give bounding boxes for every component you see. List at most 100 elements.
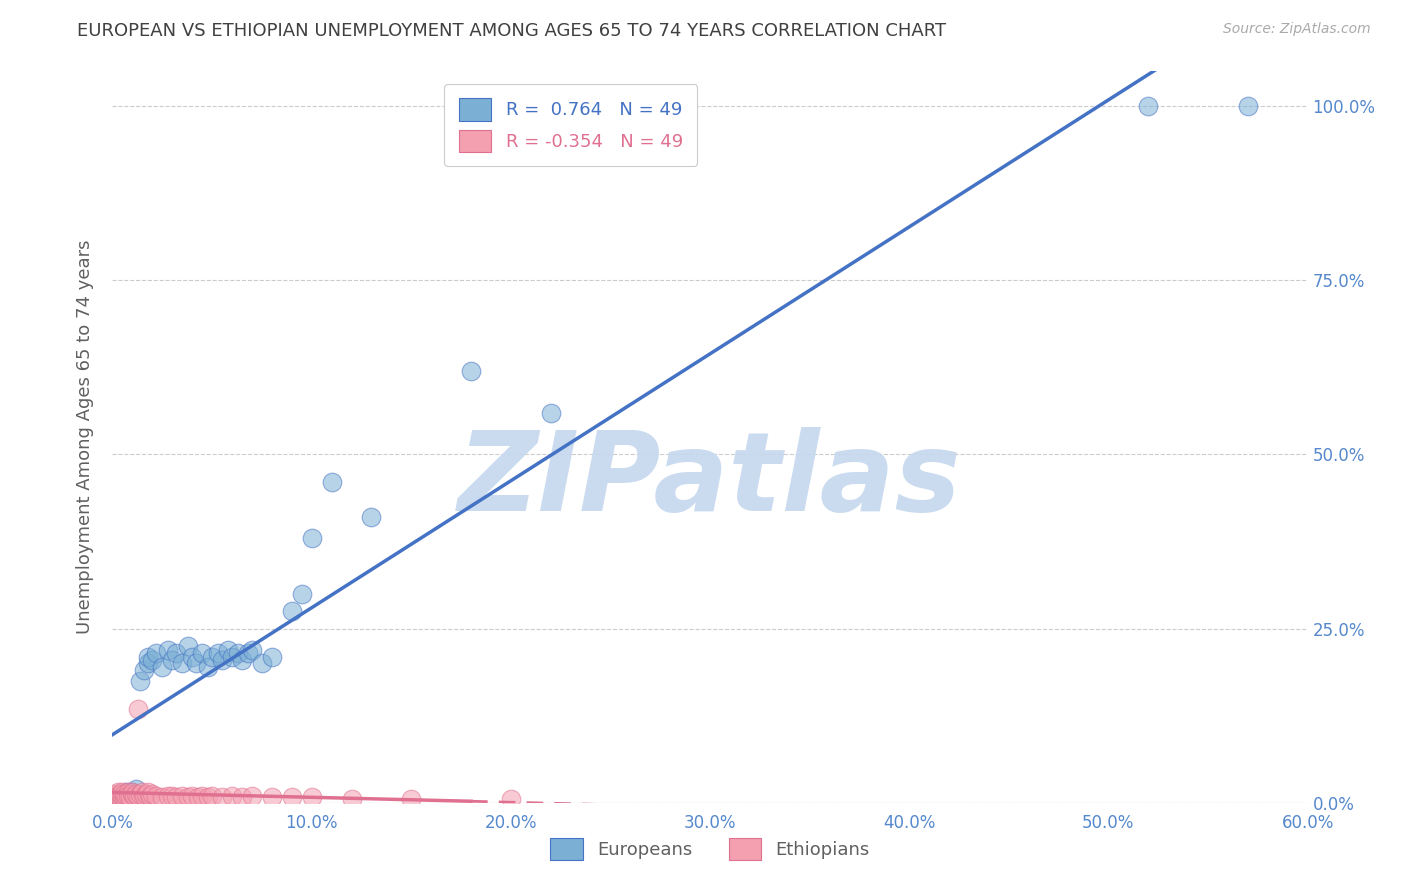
Point [197, 790, 219, 805]
Point [134, 664, 156, 678]
Point [177, 790, 200, 805]
Point [141, 788, 163, 802]
Text: ZIPatlas: ZIPatlas [458, 427, 962, 534]
Point [145, 789, 167, 803]
Point [114, 792, 135, 806]
Point [211, 790, 233, 805]
Point [301, 531, 323, 545]
Point [221, 789, 243, 803]
Point [129, 788, 152, 802]
Point [120, 788, 142, 802]
Point [150, 660, 173, 674]
Point [134, 789, 156, 803]
Point [499, 792, 522, 806]
Point [301, 790, 323, 805]
Point [114, 790, 135, 805]
Point [157, 789, 180, 803]
Point [221, 649, 243, 664]
Point [162, 789, 183, 803]
Point [111, 789, 134, 803]
Point [139, 789, 162, 803]
Point [115, 789, 138, 803]
Point [211, 653, 233, 667]
Point [460, 364, 482, 378]
Point [145, 646, 167, 660]
Point [201, 789, 224, 803]
Point [107, 789, 129, 803]
Y-axis label: Unemployment Among Ages 65 to 74 years: Unemployment Among Ages 65 to 74 years [76, 240, 94, 634]
Point [207, 646, 229, 660]
Point [114, 788, 135, 802]
Point [111, 790, 134, 805]
Point [187, 790, 209, 805]
Point [150, 790, 173, 805]
Point [197, 660, 219, 674]
Point [240, 642, 263, 657]
Point [124, 789, 146, 803]
Point [138, 785, 160, 799]
Point [191, 646, 214, 660]
Point [165, 790, 187, 805]
Point [107, 785, 129, 799]
Point [107, 790, 129, 805]
Point [105, 788, 128, 802]
Point [115, 789, 138, 803]
Point [226, 646, 249, 660]
Point [111, 785, 134, 799]
Point [217, 642, 239, 657]
Point [141, 653, 163, 667]
Point [181, 649, 204, 664]
Point [105, 792, 128, 806]
Point [129, 673, 152, 688]
Point [260, 649, 283, 664]
Point [127, 789, 149, 803]
Point [135, 788, 157, 802]
Point [360, 510, 382, 524]
Point [162, 653, 183, 667]
Point [110, 788, 132, 802]
Point [201, 649, 224, 664]
Text: EUROPEAN VS ETHIOPIAN UNEMPLOYMENT AMONG AGES 65 TO 74 YEARS CORRELATION CHART: EUROPEAN VS ETHIOPIAN UNEMPLOYMENT AMONG… [77, 22, 946, 40]
Point [110, 791, 132, 805]
Point [107, 789, 129, 803]
Point [121, 788, 143, 802]
Point [110, 788, 132, 802]
Point [1237, 99, 1260, 113]
Point [250, 657, 273, 671]
Point [121, 785, 143, 799]
Point [172, 789, 194, 803]
Point [240, 789, 263, 803]
Point [1137, 99, 1160, 113]
Point [177, 639, 200, 653]
Point [103, 789, 125, 803]
Point [181, 789, 204, 803]
Point [117, 785, 139, 799]
Point [401, 792, 423, 806]
Point [121, 785, 143, 799]
Point [131, 785, 153, 799]
Point [260, 790, 283, 805]
Point [117, 789, 139, 803]
Point [115, 785, 138, 799]
Point [138, 649, 160, 664]
Point [281, 790, 304, 805]
Point [110, 790, 132, 805]
Point [191, 789, 214, 803]
Point [291, 587, 314, 601]
Point [138, 657, 160, 671]
Point [321, 475, 343, 490]
Point [165, 646, 187, 660]
Point [105, 790, 128, 805]
Point [125, 781, 148, 796]
Point [340, 791, 363, 805]
Point [157, 642, 180, 657]
Point [231, 790, 253, 805]
Legend: Europeans, Ethiopians: Europeans, Ethiopians [543, 830, 877, 867]
Point [125, 788, 148, 802]
Point [120, 790, 142, 805]
Point [281, 604, 304, 618]
Point [236, 646, 259, 660]
Text: Source: ZipAtlas.com: Source: ZipAtlas.com [1223, 22, 1371, 37]
Point [127, 702, 149, 716]
Point [117, 790, 139, 805]
